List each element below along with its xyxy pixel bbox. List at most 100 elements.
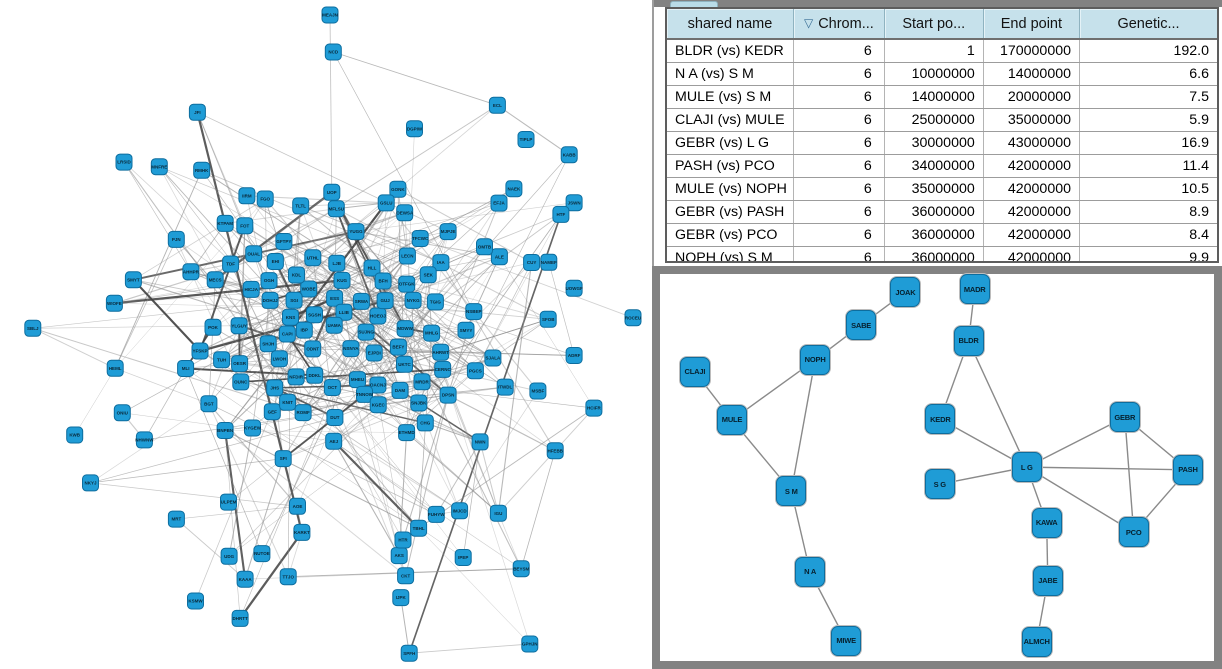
- network-node[interactable]: DPSN: [439, 386, 457, 404]
- network-node[interactable]: ROMF: [294, 404, 312, 422]
- network-node[interactable]: YUGG: [347, 223, 365, 241]
- network-node[interactable]: HTR: [394, 531, 412, 549]
- network-node[interactable]: JSWN: [565, 194, 583, 212]
- network-node[interactable]: MECS: [206, 271, 224, 289]
- network-node[interactable]: ECL: [488, 96, 506, 114]
- network-node[interactable]: FOT: [236, 217, 254, 235]
- subnetwork-node-pash[interactable]: PASH: [1172, 454, 1203, 485]
- network-node[interactable]: DHRTT: [231, 609, 249, 627]
- network-node[interactable]: LECN: [398, 247, 416, 265]
- network-node[interactable]: KARKT: [293, 523, 311, 541]
- network-node[interactable]: MSBF: [529, 382, 547, 400]
- network-node[interactable]: ESS: [326, 289, 344, 307]
- network-node[interactable]: BGT: [200, 395, 218, 413]
- subnetwork-node-n-a[interactable]: N A: [795, 556, 826, 587]
- network-node[interactable]: KNS: [282, 308, 299, 326]
- network-node[interactable]: MRDR: [413, 373, 431, 391]
- network-node[interactable]: BEFY: [389, 338, 407, 356]
- network-node[interactable]: GONK: [389, 180, 407, 198]
- subnetwork-node-s-g[interactable]: S G: [924, 469, 955, 500]
- network-node[interactable]: SMYT: [124, 271, 142, 289]
- network-node[interactable]: NKYJ: [82, 474, 99, 492]
- network-node[interactable]: FUHYW: [427, 505, 445, 523]
- subnetwork-node-noph[interactable]: NOPH: [800, 344, 831, 375]
- table-row[interactable]: PASH (vs) PCO 6 34000000 42000000 11.4: [667, 154, 1217, 178]
- subnetwork-node-jabe[interactable]: JABE: [1032, 565, 1063, 596]
- network-node[interactable]: TGIG: [426, 293, 444, 311]
- table-row[interactable]: MULE (vs) S M 6 14000000 20000000 7.5: [667, 85, 1217, 109]
- subnetwork-node-claji[interactable]: CLAJI: [679, 356, 710, 387]
- column-header-chrom-[interactable]: ▽ Chrom...: [793, 9, 885, 40]
- network-node[interactable]: CUY: [523, 254, 541, 271]
- network-node[interactable]: UAMA: [325, 316, 343, 334]
- network-node[interactable]: IPEP: [454, 549, 472, 566]
- network-node[interactable]: SUJNG: [357, 323, 375, 341]
- network-node[interactable]: TDF: [222, 255, 240, 273]
- network-node[interactable]: FGO: [256, 190, 274, 208]
- network-node[interactable]: BFH: [374, 272, 392, 290]
- network-node[interactable]: OUAL: [245, 245, 263, 263]
- subnetwork-node-l-g[interactable]: L G: [1011, 452, 1042, 483]
- network-node[interactable]: LJB: [328, 254, 346, 272]
- network-node[interactable]: KGEC: [369, 396, 387, 414]
- network-node[interactable]: IBP: [295, 321, 313, 339]
- network-node[interactable]: GEF: [263, 403, 281, 421]
- network-node[interactable]: HTF: [552, 205, 570, 223]
- table-row[interactable]: GEBR (vs) PCO 6 36000000 42000000 8.4: [667, 223, 1217, 247]
- network-node[interactable]: SFI: [274, 450, 292, 468]
- network-node[interactable]: MDWW: [396, 320, 414, 338]
- network-node[interactable]: NHWNW: [135, 431, 154, 449]
- network-node[interactable]: TTJO: [279, 568, 297, 586]
- table-row[interactable]: GEBR (vs) L G 6 30000000 43000000 16.9: [667, 131, 1217, 155]
- network-node[interactable]: TBHL: [410, 519, 428, 537]
- network-node[interactable]: UKTC: [396, 355, 413, 373]
- network-node[interactable]: NAMEF: [540, 253, 558, 271]
- network-node[interactable]: ULPEM: [220, 493, 237, 511]
- network-node[interactable]: KABB: [560, 146, 578, 164]
- network-node[interactable]: CKT: [397, 567, 415, 585]
- network-node[interactable]: UOWGF: [565, 279, 583, 297]
- network-node[interactable]: LLIB: [335, 303, 353, 321]
- network-node[interactable]: SNJBK: [410, 394, 428, 412]
- network-node[interactable]: MEAJN: [321, 6, 339, 24]
- network-node[interactable]: KAAA: [236, 570, 254, 588]
- network-node[interactable]: TFCWC: [411, 230, 429, 247]
- network-node[interactable]: CERNC: [434, 360, 452, 378]
- table-row[interactable]: MULE (vs) NOPH 6 35000000 42000000 10.5: [667, 177, 1217, 201]
- network-node[interactable]: NFDIR: [287, 368, 305, 386]
- network-node[interactable]: DUT: [326, 409, 344, 426]
- network-node[interactable]: BEYSM: [512, 560, 530, 578]
- network-node[interactable]: IJPK: [392, 589, 410, 607]
- network-node[interactable]: MNFRE: [150, 158, 168, 176]
- network-node[interactable]: SGSH: [306, 306, 323, 324]
- network-node[interactable]: POK: [204, 318, 222, 336]
- network-node[interactable]: ODNT: [304, 340, 322, 358]
- network-node[interactable]: UOP: [323, 183, 341, 201]
- network-node[interactable]: OMTB: [476, 238, 493, 256]
- network-node[interactable]: SMYY: [457, 321, 475, 339]
- network-node[interactable]: NUTOE: [253, 545, 271, 563]
- network-node[interactable]: GSLU: [377, 194, 395, 212]
- network-node[interactable]: KYGEW: [244, 419, 262, 437]
- network-node[interactable]: DGPIW: [406, 120, 423, 138]
- network-node[interactable]: ONIU: [113, 404, 131, 422]
- network-node[interactable]: IIRM: [238, 187, 256, 205]
- network-node[interactable]: OACNJ: [369, 376, 387, 394]
- network-node[interactable]: NCD: [324, 43, 342, 61]
- network-node[interactable]: SRWA: [352, 292, 370, 310]
- network-node[interactable]: HICJA: [242, 280, 260, 298]
- network-node[interactable]: NYKG: [404, 291, 422, 309]
- network-node[interactable]: UTHL: [304, 249, 322, 267]
- network-node[interactable]: MJPJE: [439, 223, 457, 241]
- network-node[interactable]: MLI: [177, 360, 195, 377]
- network-node[interactable]: TIPLP: [517, 131, 535, 148]
- network-node[interactable]: AHHPR: [182, 263, 200, 281]
- network-node[interactable]: JHS: [266, 379, 284, 397]
- network-node[interactable]: CHG: [416, 414, 434, 432]
- network-node[interactable]: AEJ: [325, 432, 343, 450]
- network-node[interactable]: TUH: [213, 351, 231, 369]
- network-node[interactable]: TLTL: [292, 197, 310, 215]
- network-node[interactable]: GFTPY: [275, 233, 293, 250]
- network-node[interactable]: SJALA: [484, 349, 502, 367]
- network-node[interactable]: SFOB: [539, 310, 557, 328]
